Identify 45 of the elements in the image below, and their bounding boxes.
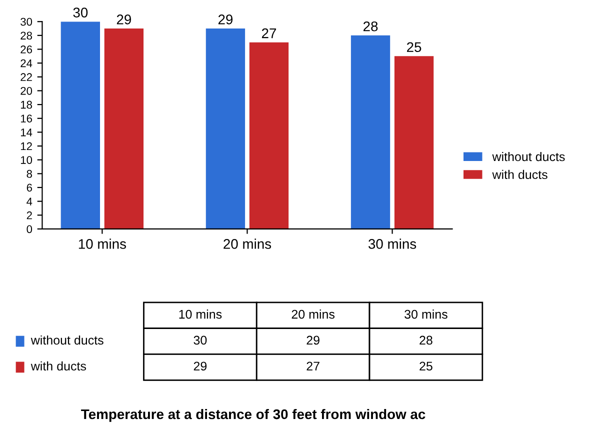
text: with ducts <box>30 361 86 371</box>
y-tick-label: 28 <box>20 32 32 40</box>
bar <box>350 35 390 229</box>
text: 25 <box>420 362 432 371</box>
data-label: 30 <box>73 8 88 18</box>
text: without ducts <box>30 335 104 345</box>
x-tick-label: 10 mins <box>78 238 126 249</box>
y-tick-label: 18 <box>20 100 32 109</box>
y-tick-label: 20 <box>20 86 32 95</box>
y-tick-label: 0 <box>26 225 32 234</box>
bar <box>60 22 100 229</box>
data-label: 29 <box>218 14 233 24</box>
category-label: 20 mins <box>292 310 335 319</box>
data-label: 29 <box>116 14 132 24</box>
category-label: 30 mins <box>404 310 448 319</box>
category-label: 10 mins <box>179 310 222 319</box>
data-label: 27 <box>262 28 276 38</box>
y-tick-label: 24 <box>20 59 32 68</box>
x-tick-label: 30 mins <box>368 238 416 249</box>
data-label: 25 <box>407 42 422 52</box>
y-tick-label: 4 <box>26 198 32 206</box>
x-tick-label: 20 mins <box>224 238 272 249</box>
legend-label: without ducts <box>492 152 565 162</box>
text: 28 <box>420 336 432 345</box>
text: 29 <box>306 336 320 345</box>
y-tick-label: 14 <box>20 128 32 136</box>
y-tick-label: 6 <box>26 184 32 192</box>
y-tick-label: 2 <box>26 211 32 220</box>
y-tick-label: 26 <box>20 46 32 54</box>
y-tick-label: 22 <box>20 73 32 81</box>
text: 27 <box>306 362 320 370</box>
y-tick-label: 10 <box>20 156 32 164</box>
y-tick-label: 8 <box>26 170 32 178</box>
bar <box>104 28 144 229</box>
bar <box>249 42 289 229</box>
bar <box>206 28 246 229</box>
bar <box>394 56 434 229</box>
text: 30 <box>194 336 207 345</box>
data-label: 28 <box>363 21 378 32</box>
y-tick-label: 16 <box>20 114 32 123</box>
text: 29 <box>194 362 207 371</box>
y-tick-label: 30 <box>20 18 32 26</box>
text: Temperature at a distance of 30 feet from window ac <box>81 408 426 422</box>
legend-label: with ducts <box>492 170 548 180</box>
y-tick-label: 12 <box>20 142 32 150</box>
